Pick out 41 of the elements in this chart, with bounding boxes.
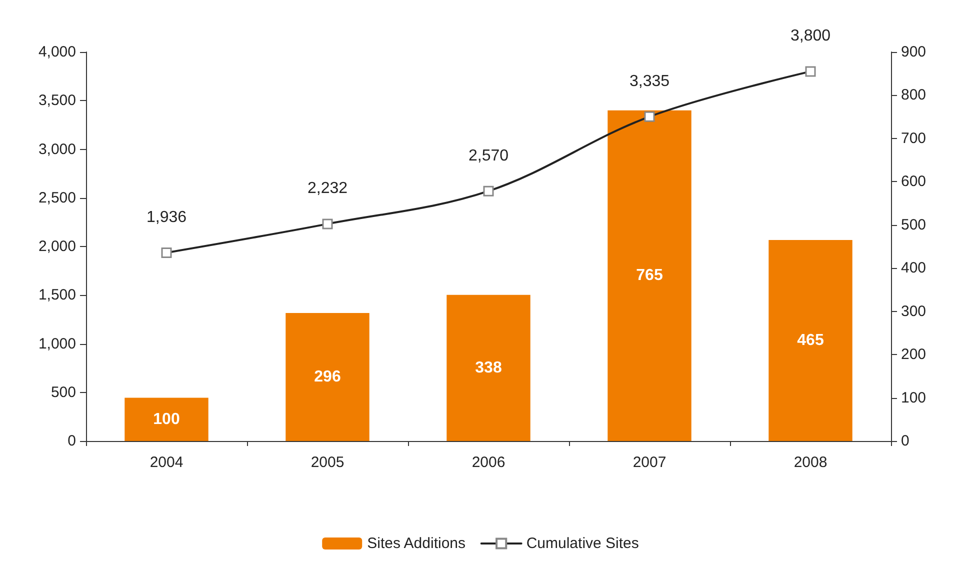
data-label: 100 bbox=[153, 410, 180, 428]
data-label: 1,936 bbox=[146, 208, 187, 226]
data-label: 2,570 bbox=[468, 147, 509, 164]
y-tick-label: 500 bbox=[50, 384, 76, 401]
y2-tick-label: 700 bbox=[901, 130, 926, 147]
y2-tick-label: 500 bbox=[901, 216, 926, 234]
y2-tick-label: 200 bbox=[901, 346, 926, 364]
bar bbox=[124, 398, 208, 441]
y-tick-label: 0 bbox=[68, 432, 76, 450]
y-tick-label: 3,000 bbox=[38, 140, 76, 158]
x-tick-label: 2006 bbox=[472, 454, 506, 471]
y2-tick-label: 100 bbox=[901, 389, 926, 406]
x-tick-label: 2005 bbox=[310, 454, 344, 471]
y2-tick-label: 0 bbox=[901, 432, 910, 450]
y2-tick-label: 600 bbox=[901, 173, 926, 190]
bar bbox=[768, 240, 852, 441]
y2-tick-label: 300 bbox=[901, 302, 926, 320]
y-tick-label: 2,500 bbox=[38, 189, 76, 206]
data-label: 3,800 bbox=[790, 28, 831, 45]
y2-tick-label: 800 bbox=[901, 86, 926, 104]
y2-tick-label: 400 bbox=[901, 260, 926, 277]
x-tick-label: 2007 bbox=[632, 454, 666, 471]
data-label: 2,232 bbox=[307, 180, 348, 198]
y-tick-label: 4,000 bbox=[38, 44, 76, 60]
y-tick-label: 3,500 bbox=[38, 92, 76, 110]
bar bbox=[446, 294, 530, 441]
y-tick-label: 1,000 bbox=[38, 335, 76, 352]
bar bbox=[608, 110, 692, 441]
data-label: 465 bbox=[797, 332, 824, 350]
x-tick-label: 2004 bbox=[150, 454, 184, 471]
bar bbox=[286, 313, 370, 441]
data-label: 765 bbox=[636, 267, 663, 284]
y-tick-label: 1,500 bbox=[38, 286, 76, 304]
data-label: 338 bbox=[475, 359, 502, 376]
data-label: 3,335 bbox=[629, 72, 670, 90]
x-tick-label: 2008 bbox=[794, 454, 828, 471]
y2-tick-label: 900 bbox=[901, 44, 926, 60]
legend-label: Cumulative Sites bbox=[526, 535, 639, 552]
y-tick-label: 2,000 bbox=[38, 238, 76, 255]
data-label: 296 bbox=[314, 368, 341, 386]
legend-label: Sites Additions bbox=[367, 535, 466, 552]
